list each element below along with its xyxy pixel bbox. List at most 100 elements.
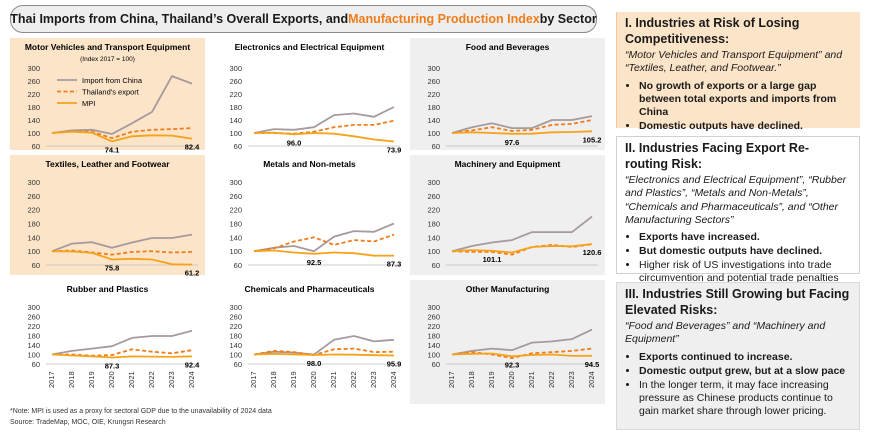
main-title: Thai Imports from China, Thailand’s Over…	[10, 5, 597, 33]
data-label: 97.6	[505, 138, 520, 147]
box3-heading: III. Industries Still Growing but Facing…	[625, 287, 850, 317]
y-tick-label: 140	[27, 233, 40, 242]
y-tick-label: 100	[27, 129, 40, 138]
box3-bullet-2: Domestic output grew, but at a slow pace	[639, 365, 851, 378]
y-tick-label: 180	[427, 103, 440, 112]
data-label: 74.1	[105, 145, 120, 154]
data-label: 75.8	[105, 264, 120, 273]
box2-bullet-3: Higher risk of US investigations into tr…	[639, 259, 851, 285]
export-series-line	[253, 347, 395, 356]
y-tick-label: 100	[27, 247, 40, 256]
x-tick-label: 2019	[289, 371, 298, 388]
y-tick-label: 140	[229, 341, 242, 350]
panel-background	[410, 155, 605, 275]
box2-bullet-1: Exports have increased.	[639, 231, 851, 244]
box1-description: “Motor Vehicles and Transport Equipment”…	[625, 49, 843, 75]
x-tick-label: 2023	[567, 371, 576, 388]
y-tick-label: 180	[27, 332, 40, 341]
y-tick-label: 100	[427, 129, 440, 138]
import-series-line	[51, 329, 193, 356]
y-tick-label: 220	[27, 90, 40, 99]
x-tick-label: 2022	[147, 371, 156, 388]
y-tick-label: 180	[229, 332, 242, 341]
chart-title: Machinery and Equipment	[455, 159, 561, 169]
y-tick-label: 260	[229, 192, 242, 201]
y-tick-label: 60	[32, 142, 40, 151]
legend-label: Thailand's export	[82, 88, 140, 97]
import-series-line	[51, 75, 193, 135]
source-note: Source: TradeMap, MOC, OIE, Krungsri Res…	[10, 419, 166, 426]
y-tick-label: 140	[27, 341, 40, 350]
x-tick-label: 2020	[309, 371, 318, 388]
x-tick-label: 2024	[587, 371, 596, 388]
title-highlight: Manufacturing Production Index	[348, 12, 540, 26]
title-part2: by Sector	[539, 12, 597, 26]
x-tick-label: 2020	[107, 371, 116, 388]
data-label: 73.9	[387, 145, 402, 154]
data-label: 92.5	[307, 258, 322, 267]
x-tick-label: 2018	[467, 371, 476, 388]
data-label: 87.3	[105, 362, 120, 371]
chart-panel-4: Textiles, Leather and Footwear 60 100 140 18…	[10, 155, 205, 278]
data-label: 82.4	[185, 143, 200, 152]
panel-background	[10, 38, 205, 150]
import-series-line	[253, 335, 395, 356]
y-tick-label: 60	[432, 261, 440, 270]
chart-title: Electronics and Electrical Equipment	[235, 42, 385, 52]
y-tick-label: 180	[229, 220, 242, 229]
x-tick-label: 2022	[349, 371, 358, 388]
x-tick-label: 2024	[389, 371, 398, 388]
y-tick-label: 100	[27, 351, 40, 360]
y-tick-label: 300	[427, 64, 440, 73]
y-tick-label: 220	[27, 206, 40, 215]
export-series-line	[52, 348, 193, 357]
chart-grid: Motor Vehicles and Transport Equipment (I…	[10, 38, 605, 404]
y-tick-label: 140	[427, 341, 440, 350]
box2-heading: II. Industries Facing Export Re-routing …	[625, 141, 810, 171]
mpi-series-line	[451, 352, 593, 358]
chart-title: Food and Beverages	[466, 42, 550, 52]
box1-heading: I. Industries at Risk of Losing Competit…	[625, 16, 800, 46]
box3-bullets: Exports continued to increase. Domestic …	[625, 351, 851, 419]
x-tick-label: 2024	[187, 371, 196, 388]
mpi-series-line	[253, 352, 395, 357]
y-tick-label: 100	[427, 247, 440, 256]
x-tick-label: 2018	[67, 371, 76, 388]
chart-subtitle: (Index 2017 = 100)	[80, 56, 135, 63]
y-tick-label: 60	[234, 142, 242, 151]
data-label: 96.0	[287, 138, 302, 147]
legend-label: MPI	[82, 99, 95, 108]
x-tick-label: 2017	[249, 371, 258, 388]
y-tick-label: 180	[427, 332, 440, 341]
y-tick-label: 220	[427, 206, 440, 215]
chart-panel-5: Metals and Non-metals 60 100 140 180 220 260 30…	[212, 155, 407, 275]
y-tick-label: 300	[27, 178, 40, 187]
export-series-line	[451, 119, 593, 134]
data-label: 95.9	[387, 359, 402, 368]
export-series-line	[253, 233, 395, 253]
y-tick-label: 220	[229, 322, 242, 331]
import-series-line	[451, 215, 593, 253]
y-tick-label: 60	[32, 261, 40, 270]
chart-title: Other Manufacturing	[466, 284, 550, 294]
chart-title: Metals and Non-metals	[263, 159, 356, 169]
y-tick-label: 220	[27, 322, 40, 331]
x-tick-label: 2017	[447, 371, 456, 388]
box3-bullet-3: In the longer term, it may face increasi…	[639, 379, 851, 418]
y-tick-label: 140	[427, 116, 440, 125]
y-tick-label: 260	[27, 77, 40, 86]
footnote: *Note: MPI is used as a proxy for sector…	[10, 408, 272, 415]
chart-panel-3: Food and Beverages 60 100 140 180 220 260 300 97…	[410, 38, 605, 151]
y-tick-label: 100	[427, 351, 440, 360]
y-tick-label: 260	[229, 313, 242, 322]
data-label: 101.1	[483, 255, 502, 264]
y-tick-label: 300	[27, 303, 40, 312]
y-tick-label: 140	[427, 233, 440, 242]
y-tick-label: 60	[432, 360, 440, 369]
legend-label: Import from China	[82, 76, 143, 85]
y-tick-label: 180	[27, 220, 40, 229]
mpi-series-line	[253, 131, 395, 143]
x-tick-label: 2018	[269, 371, 278, 388]
panel-background	[10, 155, 205, 275]
